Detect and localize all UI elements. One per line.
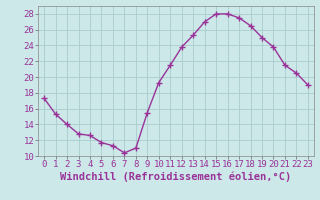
X-axis label: Windchill (Refroidissement éolien,°C): Windchill (Refroidissement éolien,°C) <box>60 172 292 182</box>
